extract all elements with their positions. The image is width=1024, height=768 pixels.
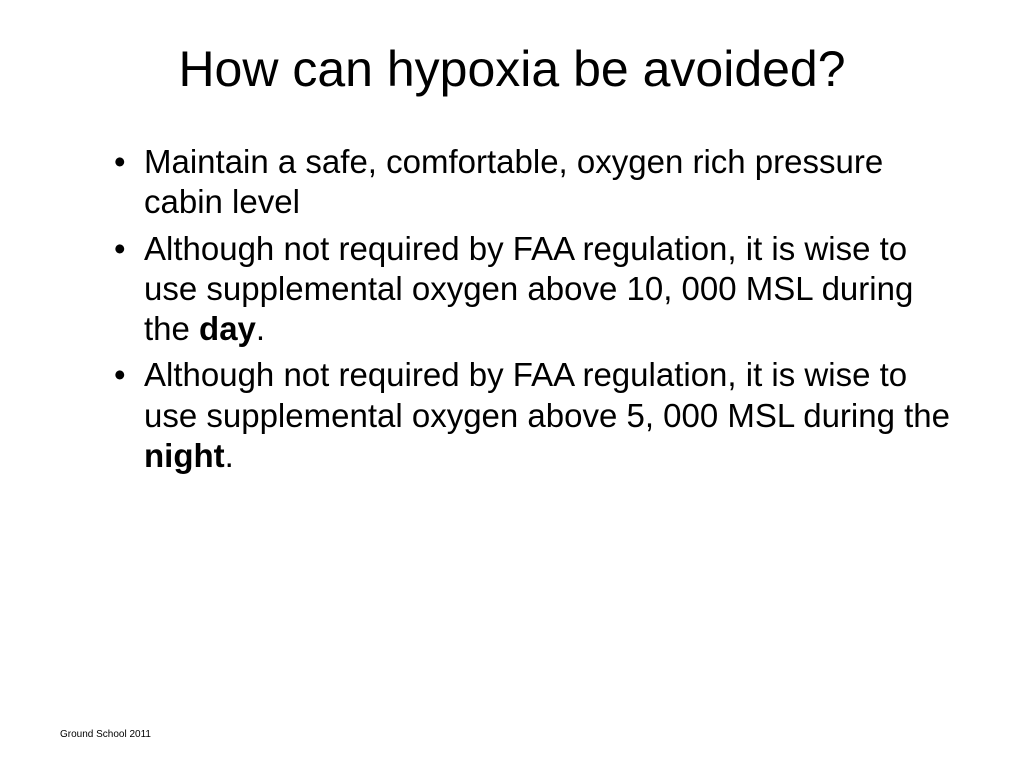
bullet-bold: day <box>199 310 256 347</box>
bullet-list: Maintain a safe, comfortable, oxygen ric… <box>60 142 964 476</box>
slide: How can hypoxia be avoided? Maintain a s… <box>0 0 1024 768</box>
slide-footer: Ground School 2011 <box>60 729 151 740</box>
bullet-post: . <box>256 310 265 347</box>
list-item: Maintain a safe, comfortable, oxygen ric… <box>114 142 964 223</box>
bullet-text: Maintain a safe, comfortable, oxygen ric… <box>144 143 883 220</box>
slide-title: How can hypoxia be avoided? <box>60 40 964 98</box>
bullet-text: Although not required by FAA regulation,… <box>144 356 950 433</box>
bullet-post: . <box>225 437 234 474</box>
list-item: Although not required by FAA regulation,… <box>114 355 964 476</box>
bullet-bold: night <box>144 437 225 474</box>
list-item: Although not required by FAA regulation,… <box>114 229 964 350</box>
